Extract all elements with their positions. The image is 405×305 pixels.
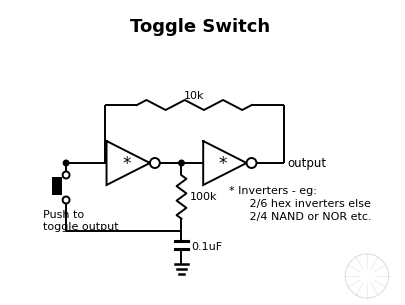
Circle shape <box>178 160 185 167</box>
Text: Toggle Switch: Toggle Switch <box>130 18 270 36</box>
Bar <box>52 177 62 195</box>
Text: 10k: 10k <box>183 91 204 101</box>
Circle shape <box>246 158 256 168</box>
Circle shape <box>62 171 69 178</box>
Text: *: * <box>122 155 130 173</box>
Circle shape <box>62 196 69 203</box>
Text: * Inverters - eg:: * Inverters - eg: <box>228 186 316 196</box>
Text: 2/4 NAND or NOR etc.: 2/4 NAND or NOR etc. <box>238 212 371 222</box>
Text: output: output <box>286 156 325 170</box>
Polygon shape <box>202 141 246 185</box>
Circle shape <box>62 160 69 167</box>
Circle shape <box>149 158 160 168</box>
Text: Push to
toggle output: Push to toggle output <box>43 210 119 231</box>
Text: 0.1uF: 0.1uF <box>191 242 222 252</box>
Text: 100k: 100k <box>189 192 216 202</box>
Text: *: * <box>218 155 226 173</box>
Text: 2/6 hex inverters else: 2/6 hex inverters else <box>238 199 370 209</box>
Polygon shape <box>106 141 149 185</box>
